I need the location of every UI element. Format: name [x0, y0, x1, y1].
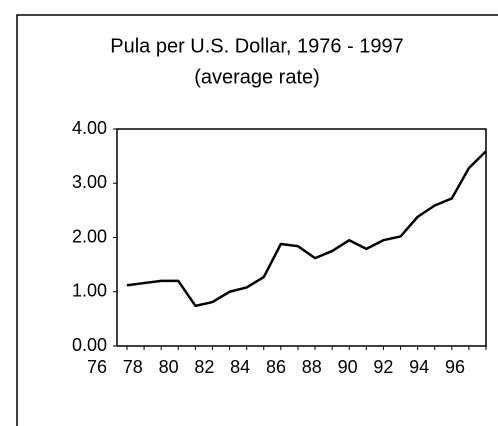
x-tick-label: 82 [194, 357, 214, 377]
x-tick-label: 90 [338, 357, 358, 377]
frame [16, 14, 498, 426]
chart-title: Pula per U.S. Dollar, 1976 - 1997 [110, 35, 404, 57]
x-tick-label: 96 [445, 357, 465, 377]
y-tick-label: 1.00 [72, 281, 107, 301]
x-tick-label: 76 [87, 357, 107, 377]
x-tick-label: 86 [266, 357, 286, 377]
y-tick-label: 4.00 [72, 118, 107, 138]
x-tick-label: 80 [159, 357, 179, 377]
x-tick-label: 92 [373, 357, 393, 377]
y-tick-label: 0.00 [72, 335, 107, 355]
y-tick-label: 2.00 [72, 226, 107, 246]
plot-area [116, 128, 487, 347]
x-tick-label: 84 [230, 357, 250, 377]
x-tick-label: 88 [302, 357, 322, 377]
x-tick-label: 94 [409, 357, 429, 377]
x-tick-label: 78 [123, 357, 143, 377]
line-series [126, 150, 487, 308]
y-tick-label: 3.00 [72, 172, 107, 192]
chart-subtitle: (average rate) [194, 66, 320, 88]
